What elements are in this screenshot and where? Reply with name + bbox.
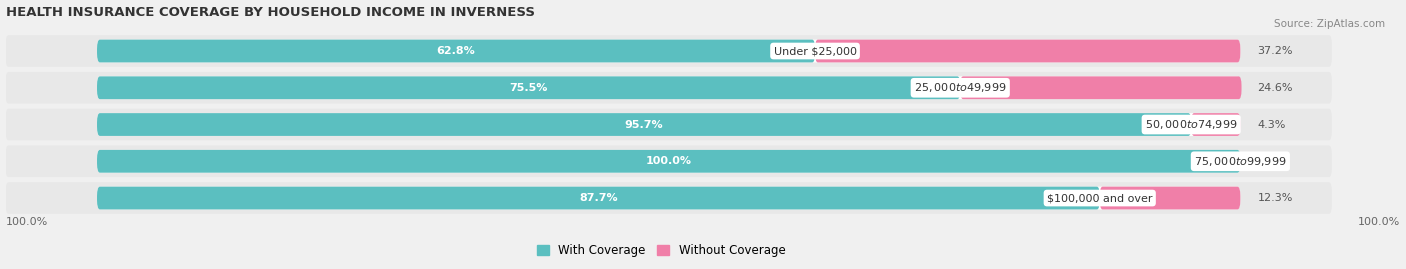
FancyBboxPatch shape — [6, 109, 1331, 140]
FancyBboxPatch shape — [97, 187, 1099, 210]
FancyBboxPatch shape — [6, 182, 1331, 214]
Text: 12.3%: 12.3% — [1257, 193, 1294, 203]
FancyBboxPatch shape — [1099, 187, 1240, 210]
Text: Under $25,000: Under $25,000 — [773, 46, 856, 56]
FancyBboxPatch shape — [97, 187, 1240, 210]
Text: 87.7%: 87.7% — [579, 193, 617, 203]
FancyBboxPatch shape — [6, 35, 1331, 67]
Text: $50,000 to $74,999: $50,000 to $74,999 — [1144, 118, 1237, 131]
Text: HEALTH INSURANCE COVERAGE BY HOUSEHOLD INCOME IN INVERNESS: HEALTH INSURANCE COVERAGE BY HOUSEHOLD I… — [6, 6, 534, 19]
Text: 37.2%: 37.2% — [1257, 46, 1294, 56]
Text: 24.6%: 24.6% — [1257, 83, 1294, 93]
FancyBboxPatch shape — [97, 76, 1240, 99]
Text: 95.7%: 95.7% — [624, 119, 664, 130]
FancyBboxPatch shape — [97, 113, 1240, 136]
FancyBboxPatch shape — [6, 146, 1331, 177]
FancyBboxPatch shape — [97, 76, 960, 99]
FancyBboxPatch shape — [97, 150, 1240, 173]
Text: 100.0%: 100.0% — [1358, 217, 1400, 227]
Text: $100,000 and over: $100,000 and over — [1047, 193, 1153, 203]
Text: 4.3%: 4.3% — [1257, 119, 1286, 130]
Text: 75.5%: 75.5% — [509, 83, 548, 93]
Text: 100.0%: 100.0% — [6, 217, 48, 227]
Text: $25,000 to $49,999: $25,000 to $49,999 — [914, 81, 1007, 94]
FancyBboxPatch shape — [97, 40, 1240, 62]
Text: $75,000 to $99,999: $75,000 to $99,999 — [1194, 155, 1286, 168]
FancyBboxPatch shape — [960, 76, 1241, 99]
Text: Source: ZipAtlas.com: Source: ZipAtlas.com — [1274, 19, 1385, 29]
FancyBboxPatch shape — [815, 40, 1240, 62]
FancyBboxPatch shape — [6, 72, 1331, 104]
Legend: With Coverage, Without Coverage: With Coverage, Without Coverage — [533, 239, 790, 261]
FancyBboxPatch shape — [97, 40, 815, 62]
FancyBboxPatch shape — [97, 113, 1191, 136]
FancyBboxPatch shape — [97, 150, 1240, 173]
FancyBboxPatch shape — [1191, 113, 1240, 136]
Text: 100.0%: 100.0% — [645, 156, 692, 166]
Text: 62.8%: 62.8% — [437, 46, 475, 56]
